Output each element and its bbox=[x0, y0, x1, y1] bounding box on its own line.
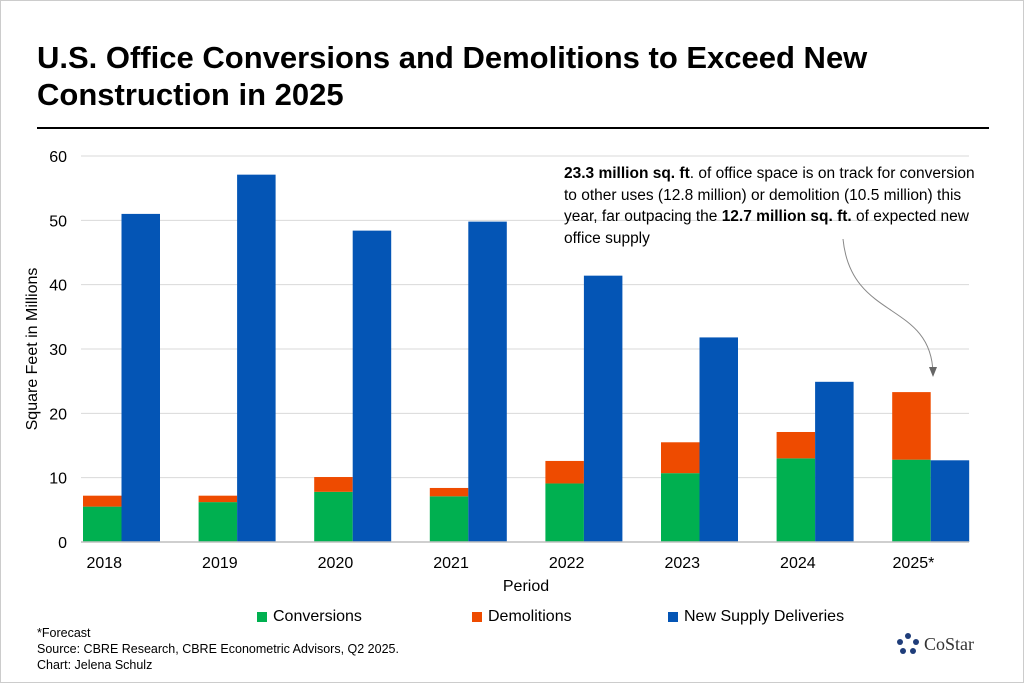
x-tick-label: 2024 bbox=[780, 555, 816, 572]
x-tick-label: 2018 bbox=[86, 555, 122, 572]
annotation-arrow-line bbox=[842, 238, 934, 374]
bar-new-supply bbox=[930, 460, 970, 542]
logo-text: CoStar bbox=[924, 633, 975, 654]
chart-title: U.S. Office Conversions and Demolitions … bbox=[37, 40, 868, 112]
legend-conversions: Conversions bbox=[257, 608, 362, 626]
chart-credit: Chart: Jelena Schulz bbox=[37, 658, 153, 672]
bar-conversions bbox=[198, 502, 238, 542]
x-tick-label: 2019 bbox=[202, 555, 238, 572]
legend-new-supply: New Supply Deliveries bbox=[668, 608, 844, 626]
chart-annotation: 23.3 million sq. ft. of office space is … bbox=[564, 163, 984, 249]
annotation-text-1: . of office space is on track for conver… bbox=[564, 165, 975, 225]
y-tick-label: 0 bbox=[58, 535, 67, 552]
bar-new-supply bbox=[815, 381, 854, 542]
legend-demolitions: Demolitions bbox=[472, 608, 572, 626]
x-axis-title: Period bbox=[503, 578, 549, 595]
y-tick-label: 40 bbox=[49, 278, 67, 295]
legend-swatch bbox=[472, 612, 482, 622]
legend-label: Demolitions bbox=[488, 608, 572, 625]
title-divider bbox=[37, 127, 989, 129]
bar-conversions bbox=[776, 458, 816, 542]
bar-demolitions bbox=[545, 460, 584, 484]
x-tick-label: 2023 bbox=[664, 555, 700, 572]
legend-label: New Supply Deliveries bbox=[684, 608, 845, 625]
bar-conversions bbox=[314, 491, 353, 542]
y-tick-label: 30 bbox=[49, 342, 67, 359]
footer: *Forecast Source: CBRE Research, CBRE Ec… bbox=[37, 625, 399, 673]
bar-new-supply bbox=[352, 230, 392, 543]
bar-new-supply bbox=[468, 221, 507, 542]
bar-conversions bbox=[83, 506, 122, 542]
bar-conversions bbox=[661, 473, 700, 542]
bar-new-supply bbox=[583, 275, 623, 542]
annotation-arrowhead bbox=[929, 367, 937, 377]
bar-conversions bbox=[429, 496, 469, 542]
bar-demolitions bbox=[314, 477, 353, 492]
bar-conversions bbox=[545, 483, 584, 542]
costar-logo-icon bbox=[897, 633, 919, 654]
bar-demolitions bbox=[892, 392, 931, 460]
bar-demolitions bbox=[776, 431, 816, 459]
forecast-note: *Forecast bbox=[37, 626, 91, 640]
bar-demolitions bbox=[83, 495, 122, 507]
legend-label: Conversions bbox=[273, 608, 362, 625]
costar-logo: CoStar bbox=[897, 633, 974, 655]
bar-demolitions bbox=[429, 487, 469, 497]
y-axis-title: Square Feet in Millions bbox=[24, 268, 41, 431]
y-tick-label: 10 bbox=[49, 471, 67, 488]
x-tick-label: 2021 bbox=[433, 555, 469, 572]
y-tick-label: 50 bbox=[49, 213, 67, 230]
legend-swatch bbox=[257, 612, 267, 622]
source-note: Source: CBRE Research, CBRE Econometric … bbox=[37, 642, 399, 656]
bar-demolitions bbox=[661, 442, 700, 474]
x-tick-label: 2022 bbox=[549, 555, 585, 572]
bar-conversions bbox=[892, 459, 931, 542]
annotation-text-2: of expected new office supply bbox=[564, 208, 969, 247]
bar-new-supply bbox=[699, 337, 738, 542]
x-tick-label: 2020 bbox=[318, 555, 354, 572]
annotation-bold-2: 12.7 million sq. ft. bbox=[721, 208, 852, 225]
bar-new-supply bbox=[121, 213, 160, 542]
y-tick-label: 60 bbox=[49, 149, 67, 166]
bar-demolitions bbox=[198, 495, 238, 503]
y-tick-label: 20 bbox=[49, 406, 67, 423]
annotation-bold-1: 23.3 million sq. ft bbox=[564, 165, 690, 182]
x-tick-label: 2025* bbox=[893, 555, 935, 572]
legend-swatch bbox=[668, 612, 678, 622]
bar-new-supply bbox=[237, 174, 276, 542]
